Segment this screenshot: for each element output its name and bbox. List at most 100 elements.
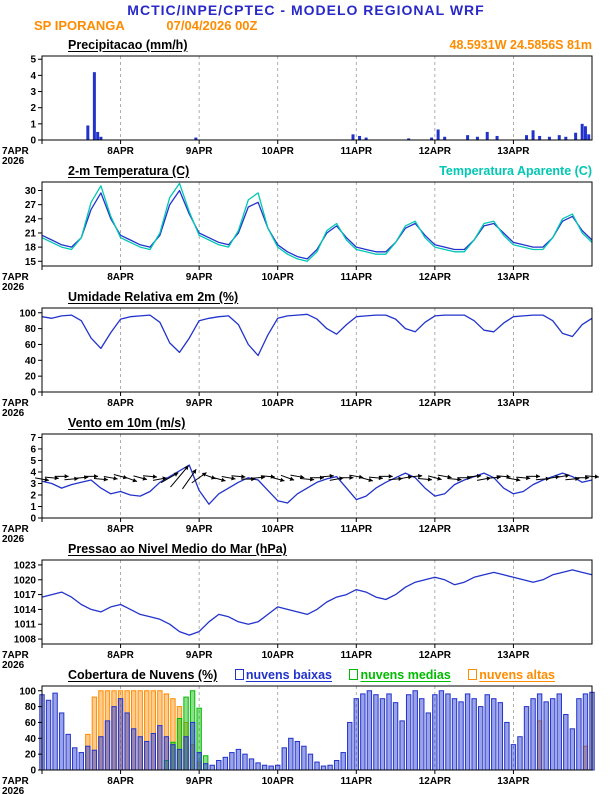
svg-text:11APR: 11APR (340, 524, 372, 535)
svg-text:12APR: 12APR (419, 272, 452, 283)
svg-text:8APR: 8APR (107, 146, 134, 157)
svg-text:10APR: 10APR (262, 524, 295, 535)
run-datetime: 07/04/2026 00Z (166, 18, 258, 33)
svg-text:24: 24 (25, 214, 37, 225)
page-title: MCTIC/INPE/CPTEC - MODELO REGIONAL WRF (127, 2, 485, 18)
svg-text:8APR: 8APR (107, 524, 134, 535)
svg-text:1014: 1014 (14, 605, 37, 616)
svg-text:2026: 2026 (2, 282, 25, 290)
svg-text:13APR: 13APR (497, 146, 530, 157)
svg-text:10APR: 10APR (262, 776, 295, 787)
svg-text:1008: 1008 (14, 635, 37, 646)
panel-title-row: Cobertura de Nuvens (%) nuvens baixas nu… (68, 668, 612, 682)
panel-title-row: Pressao ao Nivel Medio do Mar (hPa) (68, 542, 612, 556)
panel-title-row: Precipitacao (mm/h) 48.5931W 24.5856S 81… (68, 38, 612, 52)
panel-title-row: Vento em 10m (m/s) (68, 416, 612, 430)
svg-text:9APR: 9APR (186, 524, 213, 535)
svg-text:30: 30 (25, 186, 37, 197)
svg-text:8APR: 8APR (107, 650, 134, 661)
panel-title-row: Umidade Relativa em 2m (%) (68, 290, 612, 304)
svg-text:21: 21 (25, 228, 37, 239)
svg-text:6: 6 (30, 444, 36, 455)
station-coordinates: 48.5931W 24.5856S 81m (449, 38, 592, 52)
svg-text:10APR: 10APR (262, 272, 295, 283)
panel-title-cloud-cover: Cobertura de Nuvens (%) (68, 668, 218, 682)
legend-item-high-clouds: nuvens altas (468, 668, 555, 682)
svg-text:9APR: 9APR (186, 650, 213, 661)
svg-text:8APR: 8APR (107, 398, 134, 409)
svg-text:0: 0 (30, 388, 36, 399)
panel-title-row: 2-m Temperatura (C) Temperatura Aparente… (68, 164, 612, 178)
svg-text:11APR: 11APR (340, 272, 372, 283)
header-subtitle-row: SP IPORANGA 07/04/2026 00Z (0, 18, 612, 34)
svg-text:9APR: 9APR (186, 272, 213, 283)
svg-text:40: 40 (25, 734, 37, 745)
svg-text:1017: 1017 (14, 590, 37, 601)
svg-text:20: 20 (25, 750, 37, 761)
svg-text:60: 60 (25, 340, 37, 351)
svg-text:2026: 2026 (2, 660, 25, 668)
svg-text:20: 20 (25, 372, 37, 383)
svg-text:11APR: 11APR (340, 776, 372, 787)
legend-item-low-clouds: nuvens baixas (234, 668, 332, 682)
svg-text:7APR: 7APR (2, 272, 29, 283)
svg-text:7: 7 (30, 433, 36, 444)
svg-text:11APR: 11APR (340, 146, 372, 157)
svg-text:10APR: 10APR (262, 398, 295, 409)
panel-title-pressure: Pressao ao Nivel Medio do Mar (hPa) (68, 542, 287, 556)
svg-text:0: 0 (30, 136, 36, 147)
svg-text:8APR: 8APR (107, 272, 134, 283)
svg-text:15: 15 (25, 257, 37, 268)
svg-text:12APR: 12APR (419, 650, 452, 661)
legend-label-high-clouds: nuvens altas (479, 668, 556, 682)
svg-text:1: 1 (30, 502, 36, 513)
svg-text:2026: 2026 (2, 408, 25, 416)
svg-text:11APR: 11APR (340, 398, 372, 409)
panel-precipitation: Precipitacao (mm/h) 48.5931W 24.5856S 81… (0, 38, 612, 164)
svg-text:1: 1 (30, 119, 36, 130)
apparent-temperature-label: Temperatura Aparente (C) (439, 164, 592, 178)
panel-title-precipitation: Precipitacao (mm/h) (68, 38, 188, 52)
svg-text:8APR: 8APR (107, 776, 134, 787)
svg-text:80: 80 (25, 702, 37, 713)
svg-text:3: 3 (30, 479, 36, 490)
panel-humidity: Umidade Relativa em 2m (%) 0 20 40 60 80 100 7… (0, 290, 612, 416)
legend-label-mid-clouds: nuvens medias (360, 668, 451, 682)
svg-text:7APR: 7APR (2, 650, 29, 661)
panel-title-humidity: Umidade Relativa em 2m (%) (68, 290, 239, 304)
station-name: SP IPORANGA (34, 18, 125, 33)
svg-text:1020: 1020 (14, 575, 37, 586)
svg-text:2026: 2026 (2, 786, 25, 794)
svg-text:13APR: 13APR (497, 650, 530, 661)
svg-text:5: 5 (30, 456, 36, 467)
svg-text:18: 18 (25, 243, 37, 254)
svg-text:10APR: 10APR (262, 650, 295, 661)
panel-pressure: Pressao ao Nivel Medio do Mar (hPa) 1008… (0, 542, 612, 668)
header: MCTIC/INPE/CPTEC - MODELO REGIONAL WRF S… (0, 0, 612, 38)
svg-text:12APR: 12APR (419, 524, 452, 535)
svg-text:13APR: 13APR (497, 272, 530, 283)
svg-text:3: 3 (30, 87, 36, 98)
svg-text:12APR: 12APR (419, 776, 452, 787)
svg-text:0: 0 (30, 766, 36, 777)
panel-temperature: 2-m Temperatura (C) Temperatura Aparente… (0, 164, 612, 290)
panel-cloud-cover: Cobertura de Nuvens (%) nuvens baixas nu… (0, 668, 612, 794)
svg-text:10APR: 10APR (262, 146, 295, 157)
svg-text:4: 4 (30, 467, 36, 478)
svg-text:12APR: 12APR (419, 146, 452, 157)
svg-text:12APR: 12APR (419, 398, 452, 409)
svg-text:60: 60 (25, 718, 37, 729)
svg-text:1011: 1011 (14, 620, 36, 631)
legend-label-low-clouds: nuvens baixas (245, 668, 332, 682)
svg-text:100: 100 (19, 686, 36, 697)
mid-clouds-swatch-icon (349, 669, 359, 680)
svg-text:5: 5 (30, 55, 36, 66)
svg-text:7APR: 7APR (2, 146, 29, 157)
svg-text:40: 40 (25, 356, 37, 367)
svg-text:13APR: 13APR (497, 524, 530, 535)
